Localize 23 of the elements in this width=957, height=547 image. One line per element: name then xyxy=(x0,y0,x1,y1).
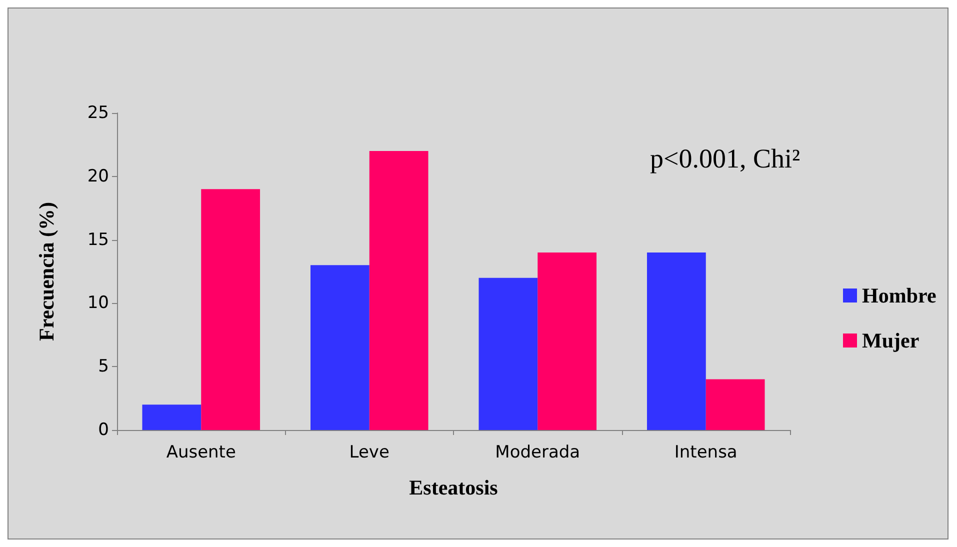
y-tick-label: 5 xyxy=(98,356,109,377)
y-tick-label: 0 xyxy=(98,420,109,440)
x-tick-label: Intensa xyxy=(674,442,738,462)
y-tick-label: 15 xyxy=(87,230,109,250)
y-tick-label: 10 xyxy=(87,293,109,314)
bar xyxy=(478,278,538,430)
bar xyxy=(201,189,260,430)
x-axis-title: Esteatosis xyxy=(409,476,498,500)
bar xyxy=(310,265,370,430)
bar xyxy=(142,404,202,430)
x-tick-label: Leve xyxy=(349,442,390,462)
y-axis-title: Frecuencia (%) xyxy=(34,202,58,341)
annotation: p<0.001, Chi² xyxy=(650,144,800,174)
bar xyxy=(646,252,706,430)
x-tick-label: Moderada xyxy=(495,442,580,462)
y-tick-label: 20 xyxy=(87,166,109,186)
x-tick-label: Ausente xyxy=(166,442,236,462)
bar xyxy=(369,151,428,430)
legend-label: Hombre xyxy=(862,284,936,308)
bar xyxy=(706,379,765,430)
y-tick-label: 25 xyxy=(87,103,109,123)
legend-label: Mujer xyxy=(862,328,920,352)
bar xyxy=(538,252,597,430)
